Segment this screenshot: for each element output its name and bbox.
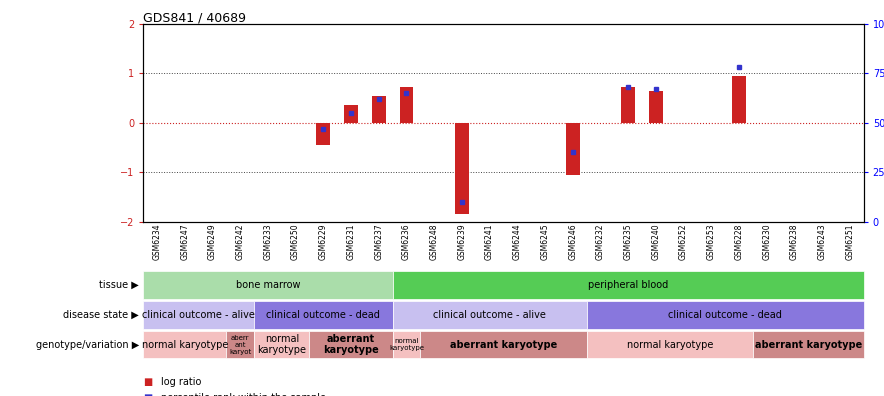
Bar — [316, 123, 331, 145]
Text: tissue ▶: tissue ▶ — [99, 280, 139, 290]
Text: clinical outcome - dead: clinical outcome - dead — [266, 310, 380, 320]
Text: normal
karyotype: normal karyotype — [389, 338, 424, 351]
Bar — [455, 123, 469, 214]
Bar — [400, 87, 414, 123]
Bar — [621, 87, 635, 123]
Text: ■: ■ — [143, 393, 152, 396]
Text: aberr
ant
karyot: aberr ant karyot — [229, 335, 251, 354]
Bar — [732, 76, 746, 123]
Text: peripheral blood: peripheral blood — [588, 280, 668, 290]
Text: aberrant karyotype: aberrant karyotype — [450, 339, 557, 350]
Text: normal karyotype: normal karyotype — [141, 339, 228, 350]
Text: bone marrow: bone marrow — [236, 280, 301, 290]
Text: clinical outcome - alive: clinical outcome - alive — [433, 310, 546, 320]
Text: aberrant karyotype: aberrant karyotype — [755, 339, 862, 350]
Bar — [649, 91, 663, 123]
Text: log ratio: log ratio — [161, 377, 202, 387]
Text: genotype/variation ▶: genotype/variation ▶ — [35, 339, 139, 350]
Bar — [344, 105, 358, 123]
Text: GDS841 / 40689: GDS841 / 40689 — [143, 12, 247, 25]
Text: disease state ▶: disease state ▶ — [63, 310, 139, 320]
Text: normal
karyotype: normal karyotype — [257, 334, 306, 355]
Bar — [372, 95, 385, 123]
Text: percentile rank within the sample: percentile rank within the sample — [161, 393, 326, 396]
Text: aberrant
karyotype: aberrant karyotype — [324, 334, 379, 355]
Text: clinical outcome - alive: clinical outcome - alive — [142, 310, 255, 320]
Text: clinical outcome - dead: clinical outcome - dead — [668, 310, 782, 320]
Text: normal karyotype: normal karyotype — [627, 339, 713, 350]
Text: ■: ■ — [143, 377, 152, 387]
Bar — [566, 123, 580, 175]
